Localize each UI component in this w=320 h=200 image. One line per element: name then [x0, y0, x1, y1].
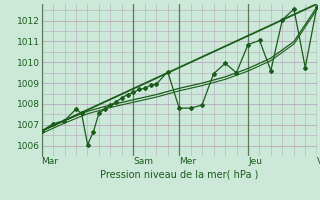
X-axis label: Pression niveau de la mer( hPa ): Pression niveau de la mer( hPa )	[100, 169, 258, 179]
